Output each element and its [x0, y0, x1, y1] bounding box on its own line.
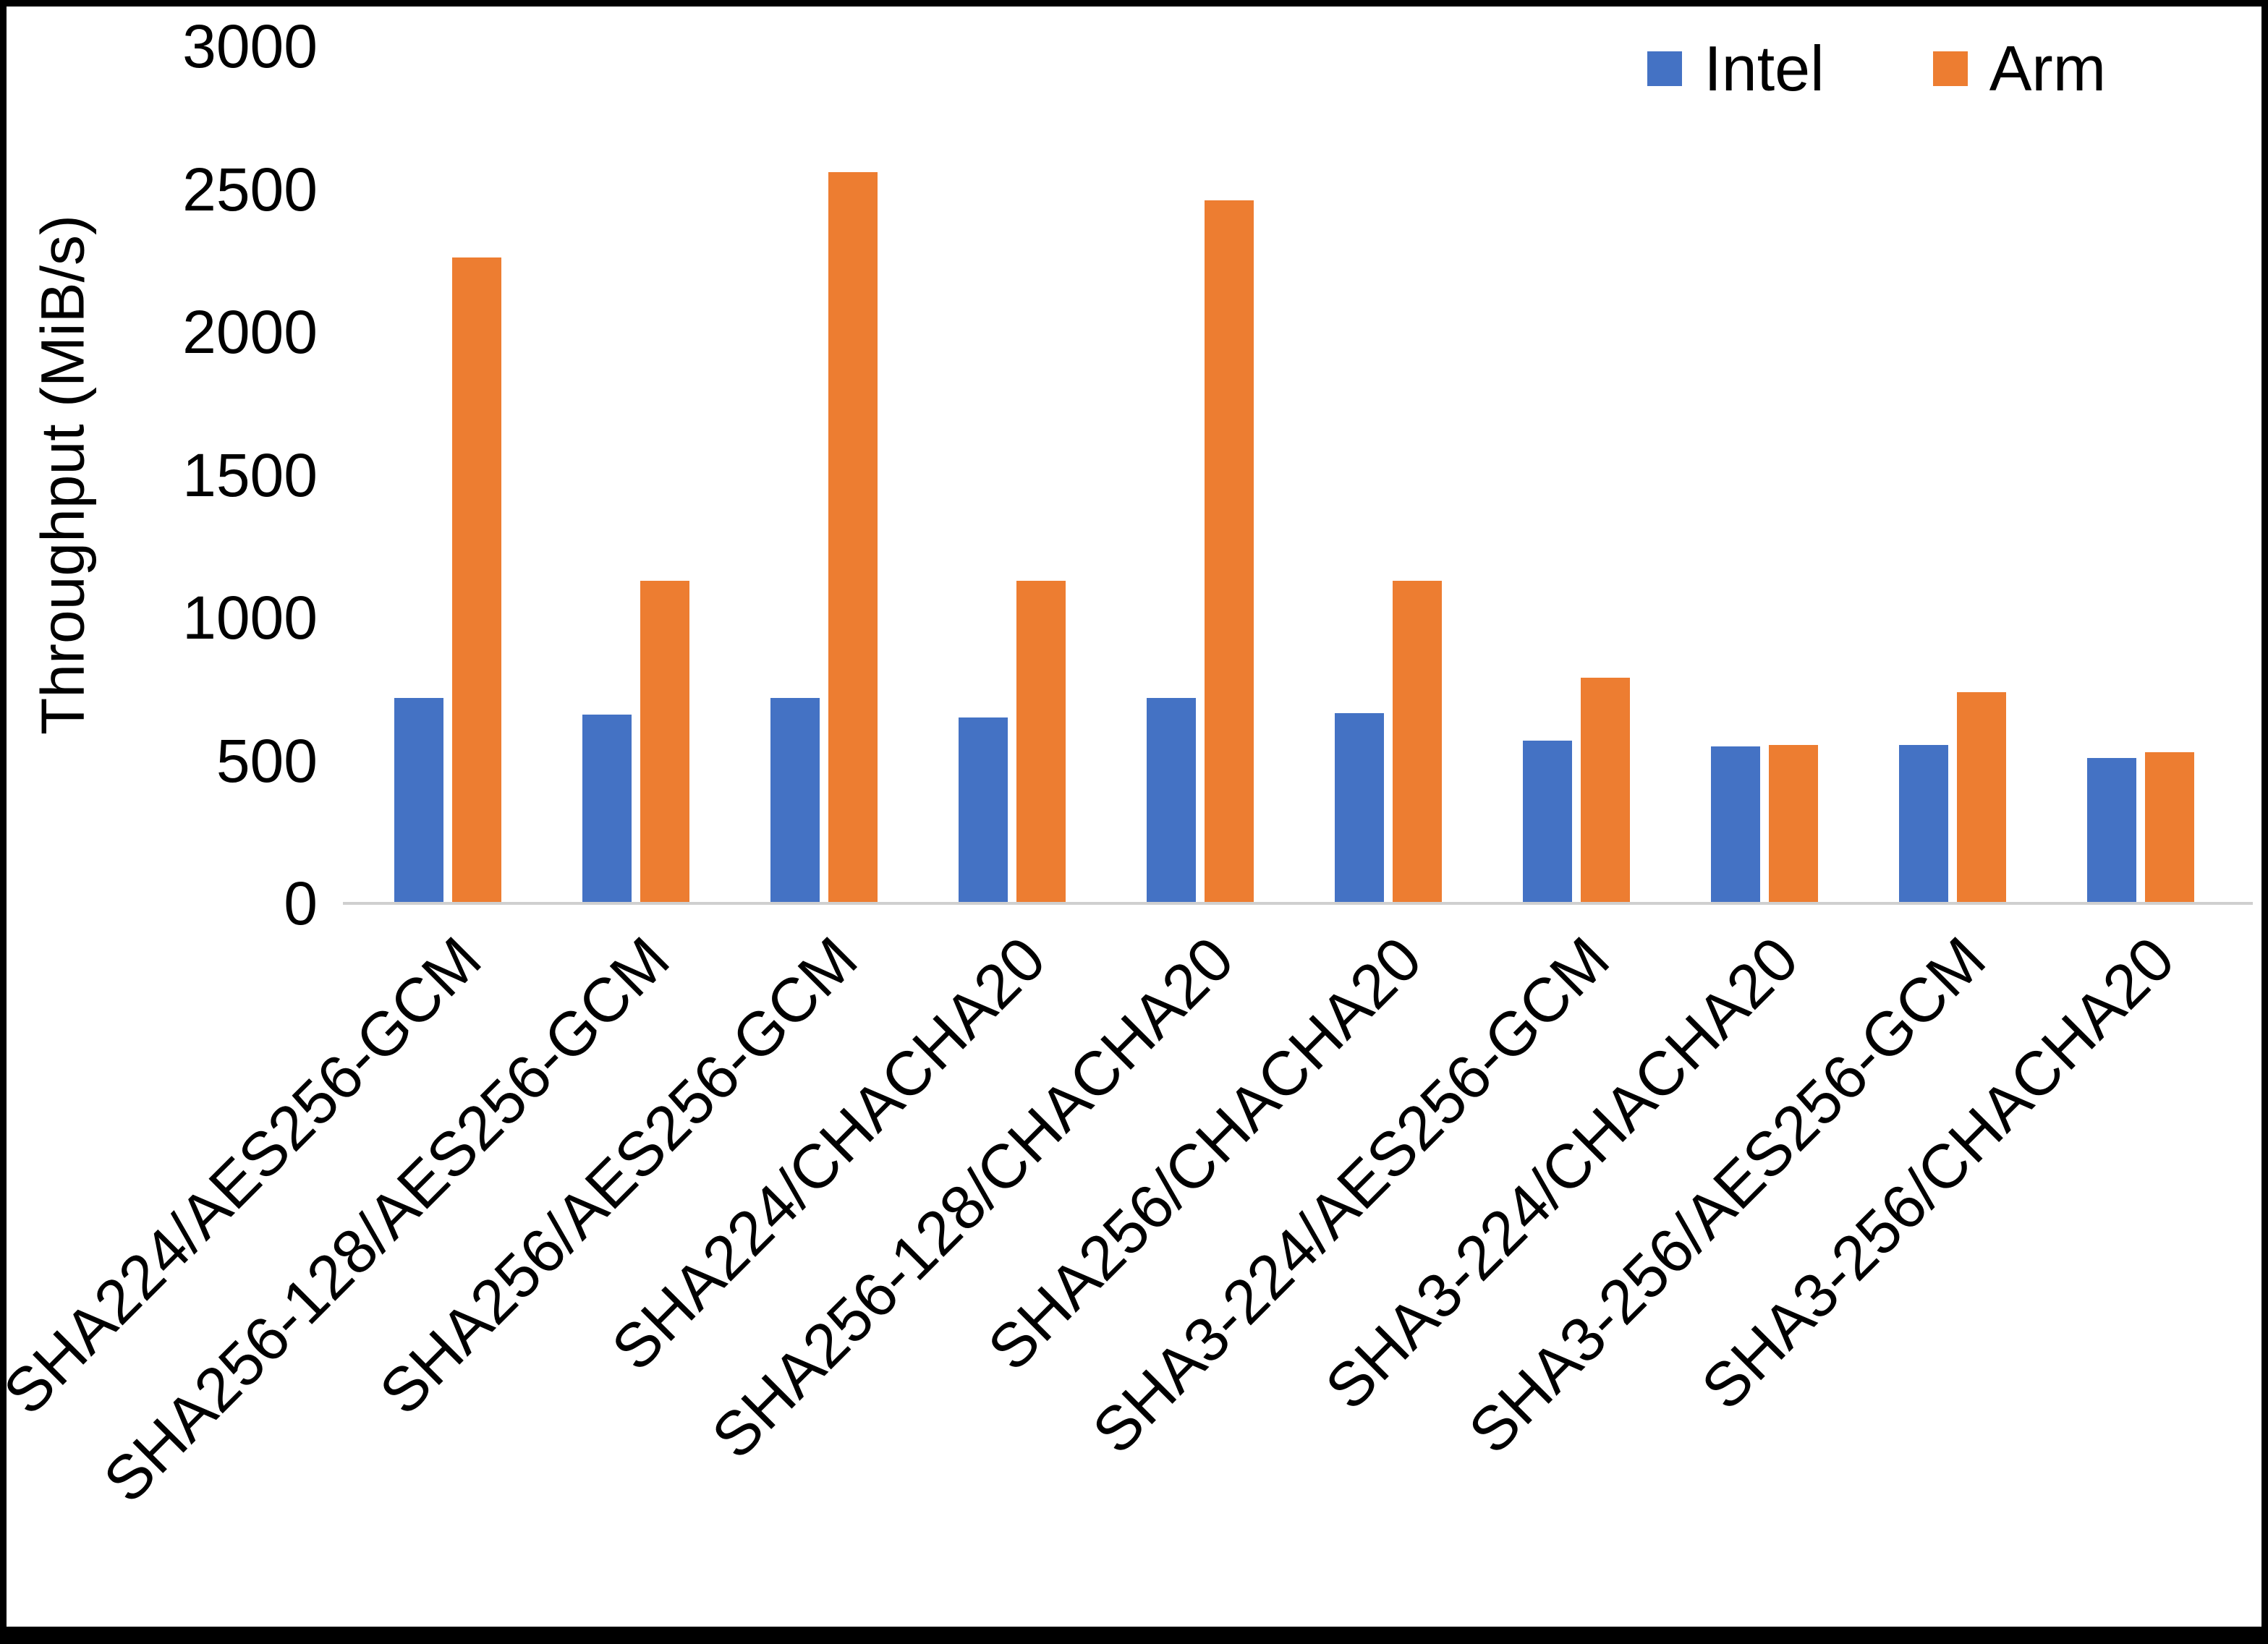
y-axis-title: Throughput (MiB/s)	[28, 215, 97, 735]
bar-arm	[1957, 691, 2006, 903]
legend-label-intel: Intel	[1704, 33, 1825, 104]
y-tick-label: 0	[284, 869, 318, 937]
bar-intel	[1899, 744, 1948, 903]
bar-intel	[1147, 697, 1196, 903]
y-tick-label: 500	[216, 726, 318, 795]
intel-series-swatch-icon	[1647, 51, 1683, 86]
bar-intel	[959, 717, 1008, 903]
bar-intel	[394, 697, 443, 903]
y-tick-label: 1500	[182, 440, 318, 509]
bar-group	[542, 46, 730, 903]
bar-arm	[640, 580, 689, 903]
bar-group	[1859, 46, 2047, 903]
legend: Intel Arm	[1647, 37, 2106, 101]
bar-arm	[452, 257, 501, 903]
bar-arm	[1769, 744, 1818, 903]
bar-group	[2047, 46, 2235, 903]
bar-arm	[1205, 200, 1254, 903]
arm-series-swatch-icon	[1932, 51, 1968, 86]
y-tick-label: 1000	[182, 584, 318, 652]
bar-intel	[1335, 713, 1384, 903]
bar-arm	[1393, 580, 1442, 903]
y-axis-tick-labels: 0 500 1000 1500 2000 2500 3000	[108, 16, 318, 934]
bar-group	[1294, 46, 1482, 903]
bar-groups	[354, 46, 2235, 903]
bar-group	[1670, 46, 1859, 903]
bar-intel	[770, 697, 820, 903]
bar-intel	[1523, 740, 1572, 903]
bar-arm	[828, 171, 878, 903]
plot-area	[343, 46, 2253, 905]
legend-item-arm: Arm	[1932, 33, 2106, 104]
y-tick-label: 3000	[182, 12, 318, 80]
bar-arm	[1016, 580, 1066, 903]
legend-item-intel: Intel	[1647, 33, 1825, 104]
bar-intel	[2087, 757, 2136, 903]
bar-group	[918, 46, 1106, 903]
bar-intel	[582, 715, 632, 903]
bar-arm	[1581, 677, 1630, 903]
bar-arm	[2145, 751, 2194, 903]
x-axis-labels: SHA224/AES256-GCM SHA256-128/AES256-GCM SH…	[7, 919, 2235, 1627]
y-tick-label: 2000	[182, 298, 318, 366]
x-axis-line	[343, 902, 2253, 905]
legend-label-arm: Arm	[1989, 33, 2106, 104]
bar-intel	[1711, 746, 1760, 903]
bar-group	[730, 46, 918, 903]
y-tick-label: 2500	[182, 155, 318, 223]
bar-group	[1482, 46, 1670, 903]
bar-group	[354, 46, 542, 903]
bar-group	[1106, 46, 1294, 903]
